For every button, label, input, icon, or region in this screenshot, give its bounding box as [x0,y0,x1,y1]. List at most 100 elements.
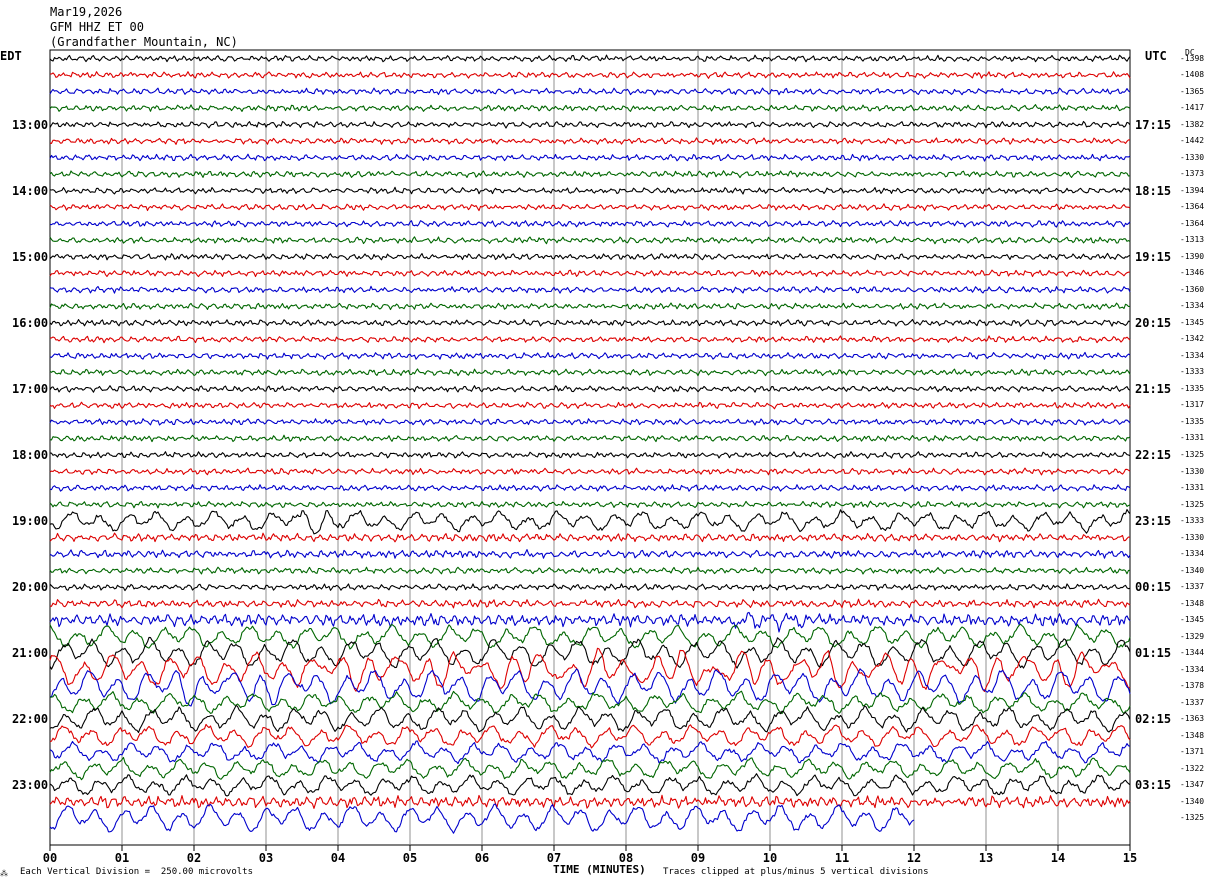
utc-hour-label: 17:15 [1135,117,1172,132]
edt-hour-label: 20:00 [12,580,49,595]
dc-offset-label: -1334 [1180,664,1205,674]
utc-hour-label: 21:15 [1135,381,1172,396]
trace-line [49,269,1131,278]
trace-line [49,723,1131,749]
plot-frame [49,49,1131,846]
dc-offset-label: -1363 [1180,714,1205,724]
trace-line [49,508,1131,535]
x-tick-label: 10 [763,851,777,865]
trace-line [49,236,1131,245]
trace-line [49,467,1131,476]
trace-line [49,285,1131,294]
trace-line [49,532,1131,543]
utc-hour-label: 00:15 [1135,580,1172,595]
plot-date: Mar19,2026 [50,5,123,19]
dc-offset-label: -1346 [1180,268,1205,278]
edt-hour-label: 22:00 [12,712,49,727]
trace-line [49,598,1131,609]
dc-offset-label: -1382 [1180,119,1205,129]
dc-offset-label: -1345 [1180,317,1205,327]
station-location: (Grandfather Mountain, NC) [50,35,238,49]
utc-hour-label: 03:15 [1135,778,1172,793]
trace-line [49,756,1131,781]
trace-line [49,418,1131,426]
trace-line [49,773,1131,797]
x-tick-label: 12 [907,851,921,865]
trace-line [49,54,1131,63]
dc-offset-label: -1335 [1180,383,1205,393]
trace-line [49,368,1131,377]
dc-offset-label: -1325 [1180,813,1205,823]
dc-offset-label: -1390 [1180,251,1205,261]
dc-offset-label: -1334 [1180,350,1205,360]
trace-line [49,137,1130,145]
utc-hour-label: 23:15 [1135,514,1172,529]
trace-line [49,186,1131,195]
dc-offset-label: -1337 [1180,697,1205,707]
trace-line [49,690,1131,715]
dc-offset-label: -1325 [1180,499,1205,509]
x-tick-label: 14 [1051,851,1065,865]
trace-line [49,611,1131,633]
dc-offset-label: -1334 [1180,549,1205,559]
trace-line [49,302,1131,311]
trace-line [49,87,1131,96]
trace-line [49,668,1131,707]
dc-offset-label: -1373 [1180,169,1205,179]
dc-offset-label: -1371 [1180,747,1205,757]
dc-offset-label: -1331 [1180,433,1205,443]
dc-offset-label: -1348 [1180,598,1205,608]
x-tick-label: 00 [43,851,57,865]
trace-line [49,740,1131,765]
edt-hour-label: 17:00 [12,381,49,396]
dc-offset-label: -1335 [1180,416,1205,426]
x-axis-title: TIME (MINUTES) [553,863,646,876]
x-tick-label: 06 [475,851,489,865]
dc-offset-label: -1325 [1180,449,1205,459]
x-tick-label: 02 [187,851,201,865]
edt-hour-label: 21:00 [12,646,49,661]
dc-offset-label: -1442 [1180,136,1205,146]
dc-offset-label: -1330 [1180,466,1205,476]
trace-line [49,401,1131,410]
dc-offset-label: -1331 [1180,483,1205,493]
trace-line [49,451,1131,459]
x-tick-label: 05 [403,851,417,865]
trace-line [49,318,1131,327]
x-tick-label: 03 [259,851,273,865]
trace-line [50,220,1131,228]
x-tick-label: 15 [1123,851,1137,865]
edt-hour-label: 16:00 [12,315,49,330]
dc-offset-label: -1330 [1180,152,1205,162]
utc-hour-label: 20:15 [1135,315,1172,330]
trace-line [49,566,1131,575]
dc-offset-label: -1330 [1180,532,1205,542]
dc-offset-label: -1347 [1180,780,1205,790]
trace-line [49,549,1131,559]
logo-mark: ⁂ [0,869,8,878]
right-timezone-label: UTC [1145,49,1167,63]
clip-note: Traces clipped at plus/minus 5 vertical … [663,867,929,877]
edt-hour-label: 13:00 [12,117,49,132]
dc-offset-label: -1333 [1180,516,1205,526]
x-tick-label: 11 [835,851,849,865]
dc-offset-label: -1317 [1180,400,1205,410]
trace-line [49,153,1131,162]
dc-offset-label: -1408 [1180,70,1205,80]
x-tick-label: 13 [979,851,993,865]
trace-line [50,71,1131,79]
dc-offset-label: -1360 [1180,284,1205,294]
dc-offset-label: -1378 [1180,681,1205,691]
trace-line [49,104,1131,112]
trace-line [49,335,1131,344]
minute-grid [49,49,1131,846]
dc-offset-label: -1345 [1180,615,1205,625]
trace-line [49,434,1131,443]
dc-offset-label: -1340 [1180,565,1205,575]
dc-offset-label: -1364 [1180,202,1205,212]
dc-offset-label: -1394 [1180,185,1205,195]
dc-offset-label: -1322 [1180,763,1205,773]
x-tick-label: 01 [115,851,129,865]
trace-line [49,583,1131,592]
